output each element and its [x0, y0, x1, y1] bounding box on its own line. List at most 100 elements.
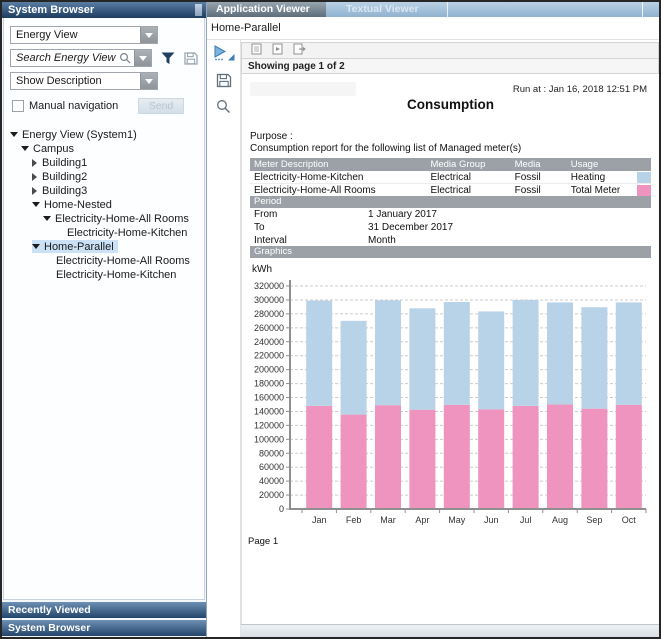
period-row-label: From: [250, 209, 368, 220]
viewer-content: Showing page 1 of 2 Run at : Jan 16, 201…: [207, 40, 659, 637]
svg-text:Aug: Aug: [552, 515, 568, 525]
tab-application-viewer[interactable]: Application Viewer: [207, 2, 326, 17]
chevron-down-icon: [145, 79, 153, 84]
meter-table-cell: Fossil: [515, 172, 571, 183]
meter-table-header: Media Group: [430, 159, 514, 170]
tree-item-label: Electricity-Home-Kitchen: [67, 227, 187, 239]
search-placeholder: Search Energy View: [11, 50, 119, 66]
svg-text:20000: 20000: [259, 490, 284, 500]
meter-table-cell: Fossil: [515, 185, 571, 196]
tree-expander-icon[interactable]: [32, 187, 37, 195]
tree-expander-icon[interactable]: [32, 244, 40, 249]
meter-table-cell: Electrical: [430, 172, 514, 183]
description-selector[interactable]: Show Description: [10, 72, 158, 90]
zoom-icon[interactable]: [216, 99, 231, 114]
svg-text:40000: 40000: [259, 476, 284, 486]
tree-item-electricity-home-kitchen[interactable]: Electricity-Home-Kitchen: [4, 268, 204, 281]
tree-item-home-nested[interactable]: Home-Nested: [4, 198, 204, 211]
meter-table-header: Media: [515, 159, 571, 170]
manual-navigation-checkbox[interactable]: [12, 100, 24, 112]
tree-item-label: Electricity-Home-Kitchen: [56, 269, 176, 281]
period-row-value: 31 December 2017: [368, 222, 453, 233]
context-label: Home-Parallel: [211, 22, 281, 34]
period-section: Period From1 January 2017To31 December 2…: [250, 196, 651, 247]
tree-expander-icon[interactable]: [32, 173, 37, 181]
svg-text:Feb: Feb: [346, 515, 362, 525]
meter-table-cell: Electrical: [430, 185, 514, 196]
tree-item-electricity-home-all-rooms[interactable]: Electricity-Home-All Rooms: [4, 212, 204, 225]
period-row-label: To: [250, 222, 368, 233]
view-selector-dropdown-button[interactable]: [140, 27, 157, 43]
meter-table-header-row: Meter DescriptionMedia GroupMediaUsage: [250, 158, 651, 171]
tree-item-label: Building3: [42, 185, 87, 197]
series-color-swatch: [637, 185, 651, 196]
tree-item-label: Electricity-Home-All Rooms: [55, 213, 189, 225]
run-report-button[interactable]: [212, 44, 236, 62]
svg-text:0: 0: [279, 504, 284, 514]
tree-item-building1[interactable]: Building1: [4, 156, 204, 169]
svg-text:Jun: Jun: [484, 515, 499, 525]
save-report-icon[interactable]: [216, 73, 232, 88]
tree-indent-spacer: [54, 232, 63, 233]
svg-text:May: May: [448, 515, 466, 525]
description-selector-value: Show Description: [11, 73, 140, 89]
tree-expander-icon[interactable]: [32, 159, 37, 167]
tree-expander-icon[interactable]: [43, 216, 51, 221]
tree-item-energy-view-system1-[interactable]: Energy View (System1): [4, 128, 204, 141]
tree-expander-icon[interactable]: [10, 132, 18, 137]
view-selector-value: Energy View: [11, 27, 140, 43]
svg-text:260000: 260000: [254, 323, 284, 333]
tree-expander-icon[interactable]: [32, 202, 40, 207]
purpose-text: Consumption report for the following lis…: [250, 143, 647, 155]
browser-controls: Energy View Search Energy View: [4, 18, 204, 122]
report-title: Consumption: [242, 97, 659, 112]
view-selector[interactable]: Energy View: [10, 26, 158, 44]
tree-item-building2[interactable]: Building2: [4, 170, 204, 183]
search-dropdown-button[interactable]: [134, 50, 151, 66]
next-page-icon[interactable]: [272, 42, 283, 60]
meter-table-cell: Total Meter: [571, 185, 635, 196]
stacked-bar-chart: 0200004000060000800001000001200001400001…: [246, 274, 650, 528]
horizontal-scrollbar[interactable]: [241, 624, 659, 637]
tree-item-electricity-home-all-rooms[interactable]: Electricity-Home-All Rooms: [4, 254, 204, 267]
export-icon[interactable]: [293, 42, 306, 60]
send-button[interactable]: Send: [138, 98, 184, 114]
system-browser-bar[interactable]: System Browser: [2, 620, 206, 636]
tree-item-building3[interactable]: Building3: [4, 184, 204, 197]
svg-text:Jul: Jul: [520, 515, 532, 525]
svg-text:120000: 120000: [254, 420, 284, 430]
period-row-value: Month: [368, 235, 396, 246]
system-browser-header: System Browser: [2, 2, 206, 18]
description-selector-dropdown-button[interactable]: [140, 73, 157, 89]
svg-text:180000: 180000: [254, 379, 284, 389]
period-row: To31 December 2017: [250, 221, 651, 234]
report-page: Run at : Jan 16, 2018 12:51 PM Consumpti…: [241, 74, 659, 624]
meter-table: Meter DescriptionMedia GroupMediaUsageEl…: [250, 158, 651, 197]
tree-item-home-parallel[interactable]: Home-Parallel: [4, 240, 204, 253]
system-browser-title: System Browser: [8, 4, 94, 16]
svg-text:220000: 220000: [254, 351, 284, 361]
period-row: From1 January 2017: [250, 208, 651, 221]
page-setup-icon[interactable]: [251, 42, 262, 60]
tree-item-electricity-home-kitchen[interactable]: Electricity-Home-Kitchen: [4, 226, 204, 239]
meter-table-header: Usage: [571, 159, 635, 170]
tab-textual-viewer[interactable]: Textual Viewer: [326, 2, 448, 17]
save-view-icon[interactable]: [184, 52, 198, 65]
tree-item-label: Home-Parallel: [44, 241, 114, 253]
viewer-panel: Application Viewer Textual Viewer Home-P…: [207, 2, 659, 637]
panel-grip-icon[interactable]: [195, 4, 202, 16]
paging-status-text: Showing page 1 of 2: [248, 61, 345, 72]
consumption-chart: 0200004000060000800001000001200001400001…: [246, 274, 650, 533]
system-browser-panel: System Browser Energy View Search Energy…: [2, 2, 207, 637]
tree-item-label: Electricity-Home-All Rooms: [56, 255, 190, 267]
svg-text:280000: 280000: [254, 309, 284, 319]
tree-expander-icon[interactable]: [21, 146, 29, 151]
recently-viewed-bar[interactable]: Recently Viewed: [2, 602, 206, 618]
tree-item-campus[interactable]: Campus: [4, 142, 204, 155]
search-input[interactable]: Search Energy View: [10, 49, 152, 67]
svg-text:100000: 100000: [254, 434, 284, 444]
search-icon[interactable]: [119, 50, 134, 66]
chevron-down-icon: [139, 56, 147, 61]
meter-table-row: Electricity-Home-KitchenElectricalFossil…: [250, 171, 651, 184]
filter-icon[interactable]: [161, 52, 175, 65]
